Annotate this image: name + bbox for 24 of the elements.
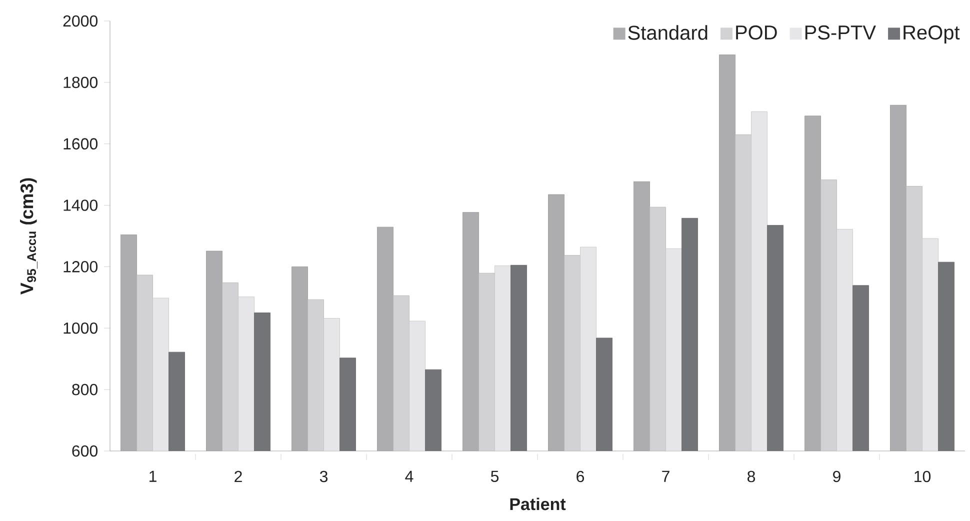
x-tick-label: 3 [320,470,328,482]
legend-label: POD [736,25,777,40]
x-tick-label: 7 [662,470,670,482]
y-tick-label: 1400 [64,200,98,211]
x-tick-label: 5 [490,470,499,482]
x-tick-label: 6 [576,470,584,482]
x-tick-label: 9 [833,470,840,482]
y-tick-label: 2000 [63,15,98,27]
y-tick-label: 800 [72,384,98,396]
x-tick-label: 8 [748,470,756,482]
x-tick-label: 10 [914,470,931,482]
y-tick-label: 1800 [64,76,98,88]
x-tick-label: 1 [150,470,156,482]
y-tick-label: 1000 [64,322,98,334]
y-tick-label: 1600 [64,138,98,150]
legend-label: PS-PTV [805,25,876,40]
x-tick-label: 2 [234,470,242,482]
y-tick-label: 1200 [64,261,98,272]
y-axis-title: V$_{95_Accu}$ (cm3) [20,178,38,295]
legend-label: ReOpt [904,25,960,44]
y-tick-label: 600 [72,445,98,457]
x-tick-label: 4 [405,470,414,482]
legend-label: Standard [628,25,708,40]
x-axis-title: Patient [510,498,566,510]
